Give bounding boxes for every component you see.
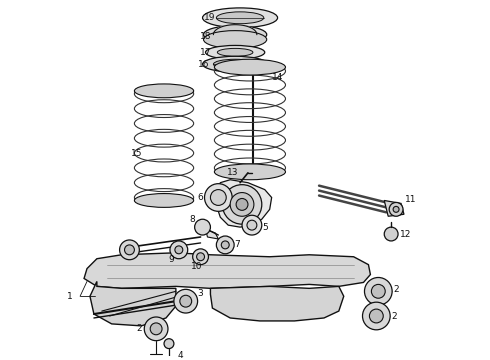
Circle shape bbox=[174, 289, 197, 313]
Text: 11: 11 bbox=[405, 195, 416, 204]
Text: 17: 17 bbox=[200, 48, 211, 57]
Text: 8: 8 bbox=[190, 215, 196, 224]
Ellipse shape bbox=[202, 56, 268, 72]
Ellipse shape bbox=[134, 194, 194, 207]
Circle shape bbox=[389, 202, 403, 216]
Ellipse shape bbox=[218, 48, 253, 56]
Text: 3: 3 bbox=[197, 289, 203, 298]
Circle shape bbox=[371, 284, 385, 298]
Text: 18: 18 bbox=[200, 32, 211, 41]
Ellipse shape bbox=[214, 59, 257, 69]
Polygon shape bbox=[84, 253, 370, 288]
Ellipse shape bbox=[217, 12, 264, 24]
Text: 9: 9 bbox=[168, 255, 174, 264]
Polygon shape bbox=[217, 180, 271, 227]
Circle shape bbox=[393, 206, 399, 212]
Text: 19: 19 bbox=[204, 13, 215, 22]
Polygon shape bbox=[205, 229, 219, 239]
Circle shape bbox=[230, 193, 254, 216]
Circle shape bbox=[363, 302, 390, 330]
Circle shape bbox=[242, 215, 262, 235]
Text: 12: 12 bbox=[400, 230, 412, 239]
Circle shape bbox=[164, 339, 174, 348]
Circle shape bbox=[144, 317, 168, 341]
Circle shape bbox=[124, 245, 134, 255]
Circle shape bbox=[195, 219, 210, 235]
Circle shape bbox=[236, 198, 248, 210]
Circle shape bbox=[150, 323, 162, 335]
Polygon shape bbox=[384, 201, 404, 216]
Text: 6: 6 bbox=[197, 193, 203, 202]
Circle shape bbox=[247, 220, 257, 230]
Text: 4: 4 bbox=[178, 351, 184, 360]
Text: 1: 1 bbox=[67, 292, 73, 301]
Text: 5: 5 bbox=[262, 222, 268, 231]
Circle shape bbox=[175, 246, 183, 254]
Ellipse shape bbox=[203, 31, 267, 48]
Polygon shape bbox=[210, 286, 344, 321]
Text: 2: 2 bbox=[137, 324, 142, 333]
Ellipse shape bbox=[215, 164, 286, 180]
Text: 15: 15 bbox=[131, 149, 142, 158]
Text: 14: 14 bbox=[272, 72, 283, 81]
Text: 13: 13 bbox=[227, 168, 239, 177]
Ellipse shape bbox=[203, 26, 267, 44]
Circle shape bbox=[193, 249, 208, 265]
Circle shape bbox=[369, 309, 383, 323]
Circle shape bbox=[120, 240, 139, 260]
Ellipse shape bbox=[134, 84, 194, 98]
Circle shape bbox=[384, 227, 398, 241]
Circle shape bbox=[210, 190, 226, 206]
Text: 7: 7 bbox=[234, 240, 240, 249]
Text: 2: 2 bbox=[393, 285, 399, 294]
Polygon shape bbox=[90, 282, 176, 326]
Text: 2: 2 bbox=[392, 311, 397, 320]
Circle shape bbox=[221, 241, 229, 249]
Circle shape bbox=[180, 295, 192, 307]
Text: 10: 10 bbox=[191, 262, 202, 271]
Ellipse shape bbox=[202, 8, 278, 28]
Circle shape bbox=[204, 184, 232, 211]
Polygon shape bbox=[214, 25, 257, 35]
Ellipse shape bbox=[205, 45, 265, 59]
Circle shape bbox=[365, 278, 392, 305]
Circle shape bbox=[222, 185, 262, 224]
Circle shape bbox=[196, 253, 204, 261]
Text: 16: 16 bbox=[198, 60, 209, 69]
Ellipse shape bbox=[215, 59, 286, 75]
Circle shape bbox=[217, 236, 234, 254]
Circle shape bbox=[170, 241, 188, 259]
